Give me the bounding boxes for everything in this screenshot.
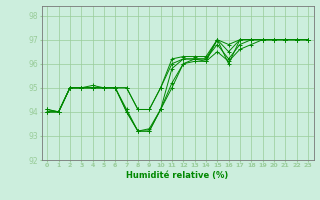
X-axis label: Humidité relative (%): Humidité relative (%)	[126, 171, 229, 180]
